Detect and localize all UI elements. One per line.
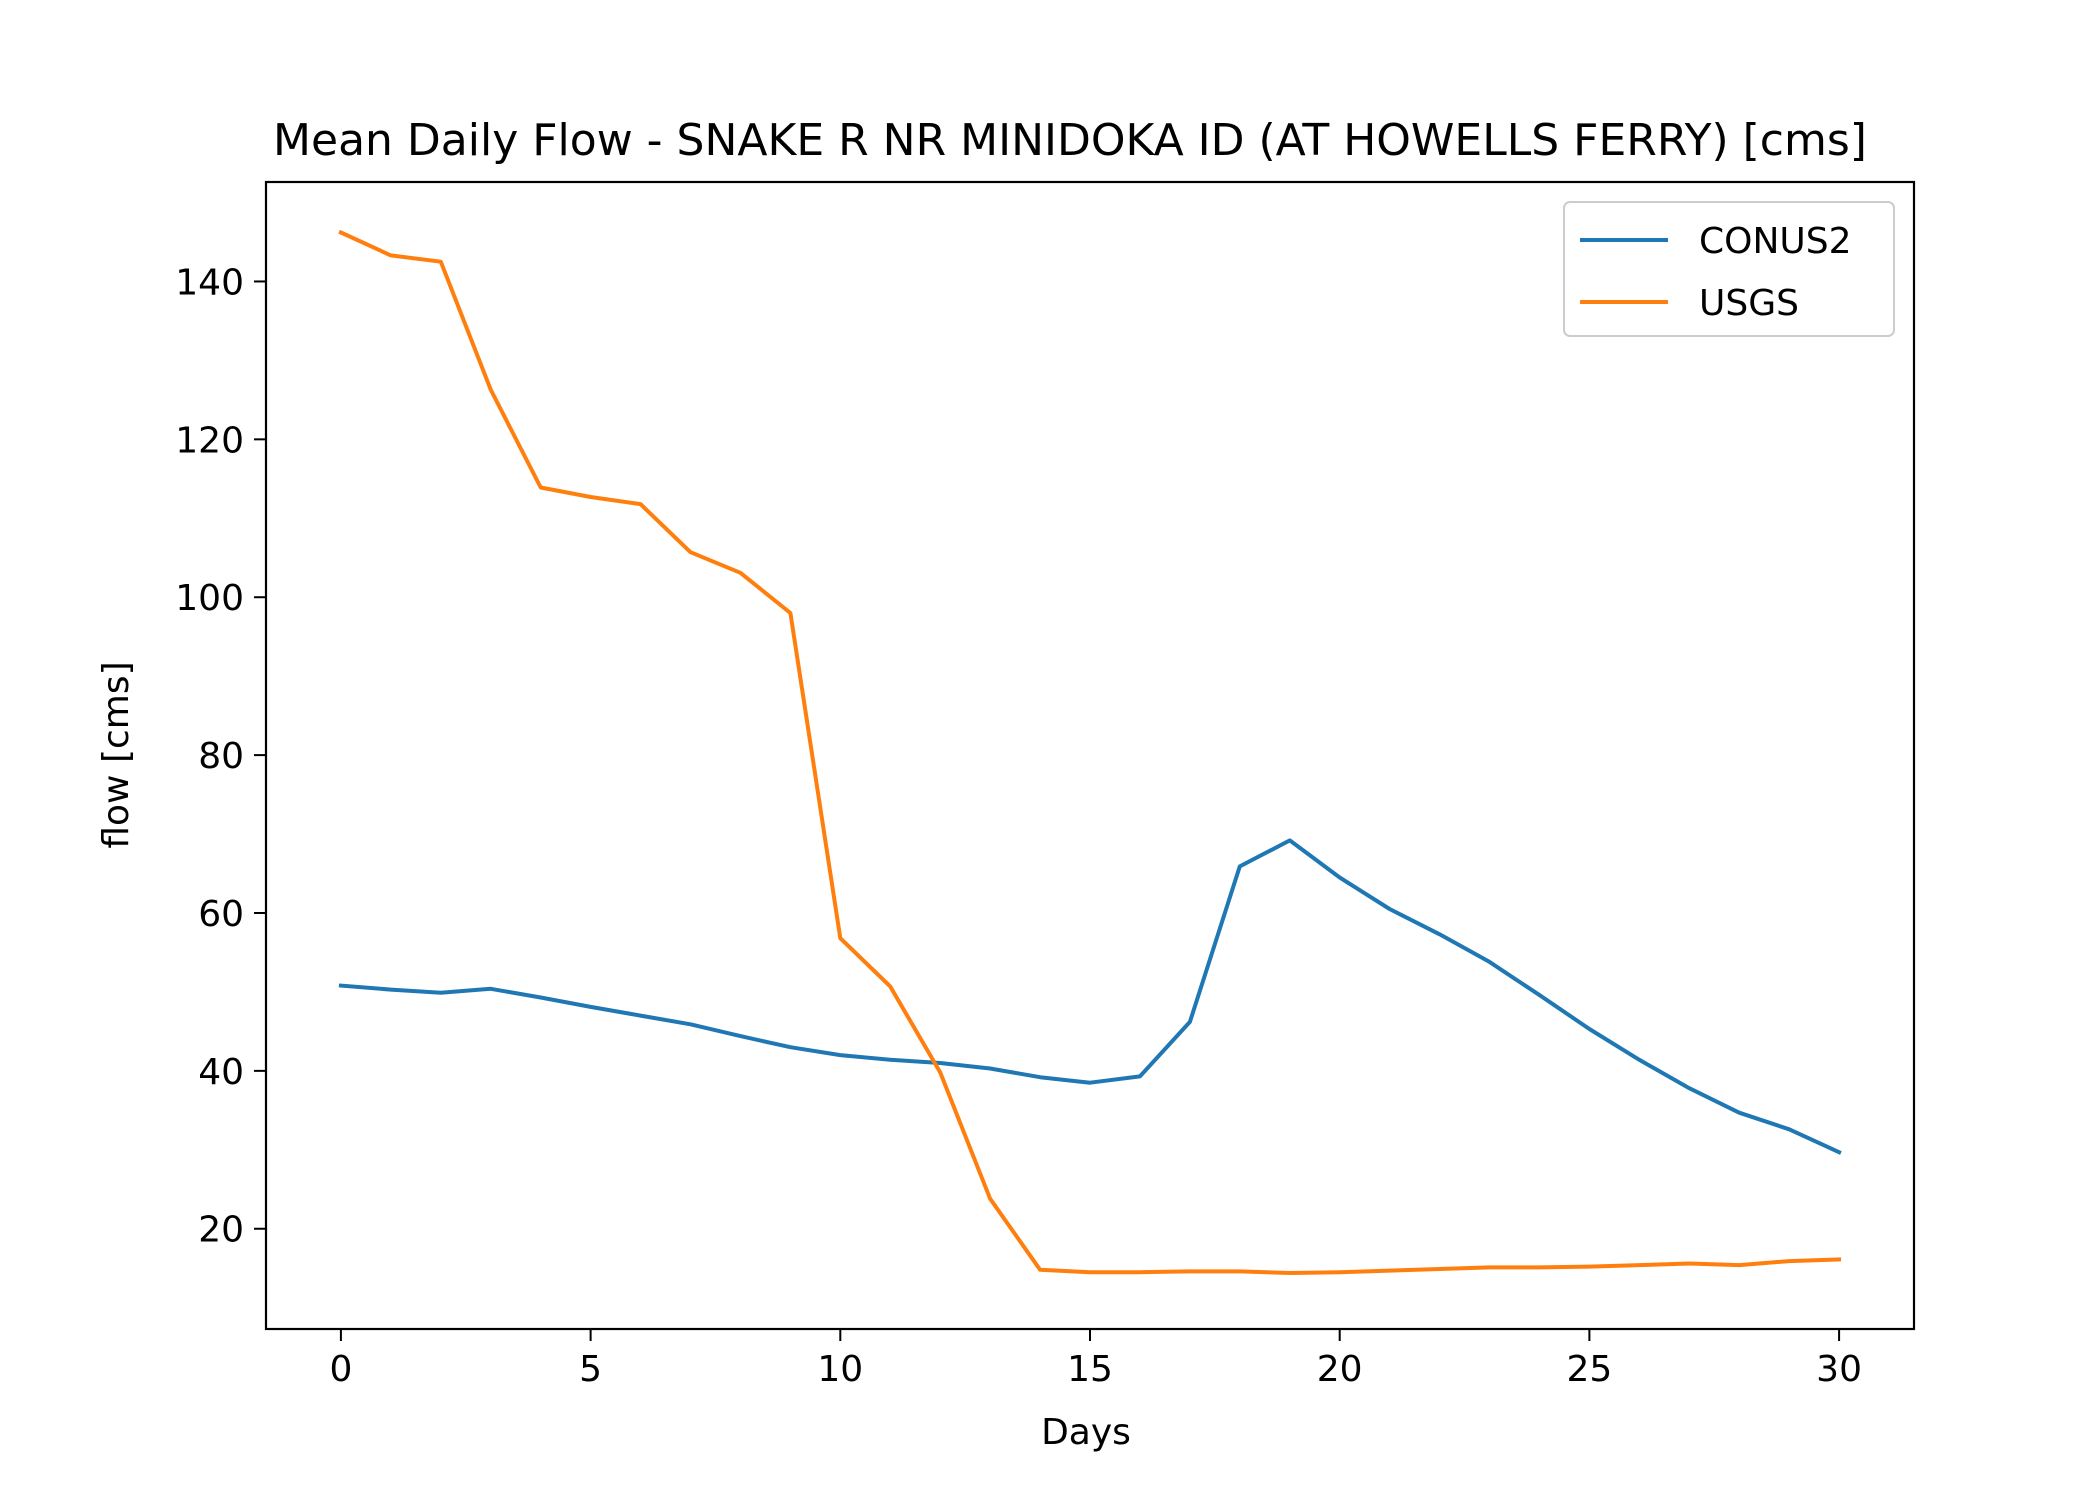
y-tick-label: 80 — [198, 736, 244, 777]
y-tick-label: 140 — [175, 262, 244, 303]
x-tick-label: 30 — [1816, 1349, 1862, 1390]
chart-title: Mean Daily Flow - SNAKE R NR MINIDOKA ID… — [273, 115, 1867, 166]
y-axis-label: flow [cms] — [96, 661, 137, 848]
x-tick-label: 5 — [579, 1349, 602, 1390]
y-tick-label: 40 — [198, 1052, 244, 1093]
x-tick-label: 15 — [1067, 1349, 1113, 1390]
series-line-usgs — [338, 229, 1842, 1275]
x-axis-label: Days — [1041, 1412, 1131, 1453]
legend-label-conus2: CONUS2 — [1699, 221, 1852, 262]
x-tick-label: 0 — [329, 1349, 352, 1390]
x-tick-label: 10 — [817, 1349, 863, 1390]
legend-label-usgs: USGS — [1699, 283, 1799, 324]
series-line-conus2 — [338, 838, 1842, 1155]
y-tick-label: 60 — [198, 894, 244, 935]
x-tick-label: 25 — [1566, 1349, 1612, 1390]
y-tick-label: 120 — [175, 420, 244, 461]
x-axis: 0 5 10 15 20 25 30 — [329, 1329, 1862, 1390]
y-axis: 20 40 60 80 100 120 140 — [175, 262, 266, 1251]
y-tick-label: 20 — [198, 1210, 244, 1251]
y-tick-label: 100 — [175, 578, 244, 619]
x-tick-label: 20 — [1317, 1349, 1363, 1390]
series-layer — [338, 229, 1842, 1275]
legend: CONUS2 USGS — [1563, 201, 1895, 337]
